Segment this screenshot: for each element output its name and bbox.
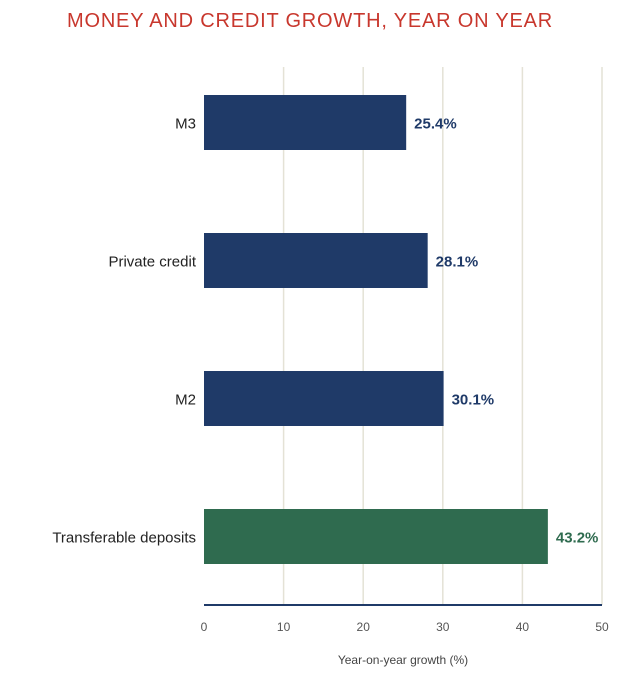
x-tick-label-10: 10	[277, 620, 291, 634]
x-tick-label-50: 50	[595, 620, 609, 634]
x-tick-label-0: 0	[201, 620, 208, 634]
x-tick-label-20: 20	[357, 620, 371, 634]
bar-private-credit	[204, 233, 428, 288]
x-axis-title: Year-on-year growth (%)	[338, 653, 468, 667]
bar-m3	[204, 95, 407, 150]
x-tick-labels: 0 10 20 30 40 50	[201, 620, 609, 634]
value-label-m3: 25.4%	[414, 116, 457, 133]
value-label-m2: 30.1%	[452, 392, 495, 409]
chart-title: MONEY AND CREDIT GROWTH, YEAR ON YEAR	[67, 10, 553, 32]
x-tick-label-30: 30	[436, 620, 450, 634]
value-labels: 25.4% 28.1% 30.1% 43.2%	[414, 116, 598, 547]
category-label-m2: M2	[175, 392, 196, 409]
category-label-transferable-deposits: Transferable deposits	[52, 530, 196, 547]
category-labels: M3 Private credit M2 Transferable deposits	[52, 116, 197, 547]
value-label-transferable-deposits: 43.2%	[556, 530, 599, 547]
value-label-private-credit: 28.1%	[436, 254, 479, 271]
bars	[204, 95, 548, 564]
category-label-m3: M3	[175, 116, 196, 133]
bar-transferable-deposits	[204, 509, 548, 564]
x-tick-label-40: 40	[516, 620, 530, 634]
category-label-private-credit: Private credit	[108, 254, 196, 271]
bar-m2	[204, 371, 444, 426]
